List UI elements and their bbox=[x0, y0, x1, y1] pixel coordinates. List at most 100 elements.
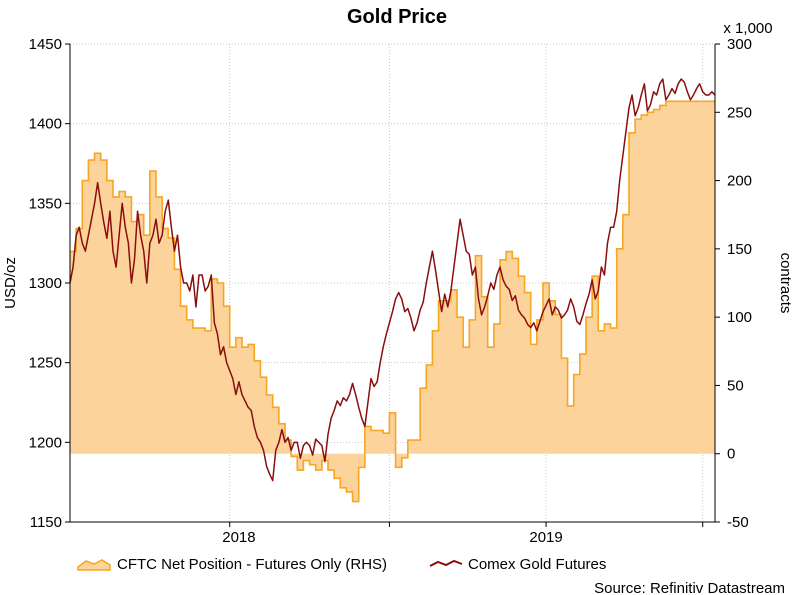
comex-data-point bbox=[481, 314, 482, 316]
comex-data-point bbox=[521, 314, 522, 316]
cftc-data-point bbox=[118, 190, 120, 192]
cftc-data-point bbox=[431, 330, 433, 332]
cftc-data-point bbox=[511, 257, 513, 259]
comex-data-point bbox=[355, 394, 357, 395]
comex-data-point bbox=[256, 437, 258, 438]
comex-data-point bbox=[287, 437, 289, 438]
legend-swatch-line bbox=[429, 559, 463, 567]
comex-data-point bbox=[321, 445, 323, 446]
right-tick-label: 300 bbox=[727, 36, 752, 53]
comex-data-point bbox=[410, 317, 412, 319]
cftc-data-point bbox=[241, 346, 243, 348]
comex-data-point bbox=[693, 94, 694, 96]
cftc-data-point bbox=[573, 374, 575, 376]
comex-data-point bbox=[318, 441, 320, 443]
comex-data-point bbox=[576, 320, 578, 322]
comex-data-point bbox=[567, 309, 568, 311]
comex-data-point bbox=[382, 346, 384, 348]
cftc-area-series bbox=[69, 100, 716, 503]
cftc-data-point bbox=[468, 319, 470, 321]
cftc-data-point bbox=[591, 275, 593, 277]
comex-data-point bbox=[131, 282, 132, 284]
comex-data-point bbox=[564, 314, 565, 316]
comex-data-point bbox=[164, 210, 166, 212]
comex-data-point bbox=[275, 449, 277, 451]
cftc-data-point bbox=[296, 469, 298, 471]
comex-data-point bbox=[530, 327, 532, 329]
comex-data-point bbox=[204, 290, 206, 292]
comex-data-point bbox=[174, 250, 175, 252]
comex-data-point bbox=[389, 322, 390, 324]
comex-data-point bbox=[118, 234, 120, 236]
comex-data-point bbox=[281, 429, 283, 430]
cftc-data-point bbox=[628, 132, 630, 134]
comex-data-point bbox=[622, 155, 624, 156]
comex-line-series bbox=[69, 78, 716, 482]
cftc-data-point bbox=[235, 337, 237, 339]
comex-data-point bbox=[631, 94, 633, 96]
comex-data-point bbox=[514, 295, 516, 297]
comex-data-point bbox=[158, 242, 160, 244]
cftc-data-point bbox=[665, 100, 667, 102]
cftc-data-point bbox=[683, 100, 685, 102]
cftc-data-point bbox=[603, 323, 605, 325]
cftc-data-point bbox=[94, 152, 96, 154]
comex-data-point bbox=[677, 83, 679, 85]
right-axis-multiplier: x 1,000 bbox=[723, 20, 772, 37]
comex-data-point bbox=[619, 179, 621, 180]
cftc-data-point bbox=[493, 323, 495, 325]
comex-data-point bbox=[72, 266, 74, 268]
comex-data-point bbox=[364, 426, 366, 427]
cftc-data-point bbox=[253, 360, 255, 362]
comex-data-point bbox=[379, 362, 381, 364]
comex-data-point bbox=[269, 473, 271, 475]
comex-data-point bbox=[600, 266, 602, 268]
left-tick-label: 1350 bbox=[29, 195, 62, 212]
cftc-data-point bbox=[536, 319, 538, 321]
comex-data-point bbox=[247, 406, 249, 408]
comex-data-point bbox=[339, 405, 341, 407]
comex-data-point bbox=[533, 322, 535, 324]
cftc-data-point bbox=[622, 214, 624, 216]
cftc-data-point bbox=[112, 196, 114, 198]
comex-data-point bbox=[428, 266, 430, 268]
comex-data-point bbox=[493, 288, 495, 290]
right-tick-label: 200 bbox=[727, 173, 752, 190]
comex-data-point bbox=[299, 457, 301, 459]
cftc-data-point bbox=[696, 100, 698, 102]
comex-data-point bbox=[579, 324, 581, 325]
cftc-data-point bbox=[198, 327, 200, 329]
comex-data-point bbox=[88, 234, 89, 236]
cftc-data-point bbox=[352, 501, 354, 503]
comex-data-point bbox=[226, 362, 228, 364]
right-tick-label: 150 bbox=[727, 241, 752, 258]
right-tick-label: 50 bbox=[727, 377, 744, 394]
cftc-data-point bbox=[653, 109, 655, 111]
comex-data-point bbox=[508, 288, 510, 290]
comex-data-point bbox=[551, 314, 553, 316]
cftc-data-point bbox=[487, 346, 489, 348]
comex-data-point bbox=[124, 226, 126, 228]
comex-data-point bbox=[303, 445, 304, 446]
comex-data-point bbox=[585, 303, 587, 305]
comex-data-point bbox=[309, 445, 310, 446]
cftc-data-point bbox=[634, 118, 636, 120]
comex-data-point bbox=[502, 279, 504, 281]
comex-data-point bbox=[647, 110, 648, 112]
cftc-data-point bbox=[560, 357, 562, 359]
left-tick-label: 1200 bbox=[29, 434, 62, 451]
comex-data-point bbox=[416, 322, 418, 324]
comex-data-point bbox=[582, 314, 584, 316]
comex-data-point bbox=[198, 274, 200, 276]
comex-data-point bbox=[524, 317, 525, 319]
comex-data-point bbox=[680, 78, 682, 80]
comex-data-point bbox=[241, 394, 243, 395]
comex-data-point bbox=[699, 83, 701, 85]
comex-data-point bbox=[453, 266, 455, 268]
comex-data-point bbox=[604, 274, 605, 276]
x-axis-ticks: 2018 2019 bbox=[222, 522, 704, 546]
comex-data-point bbox=[312, 454, 314, 456]
comex-data-point bbox=[536, 330, 538, 332]
comex-data-point bbox=[539, 320, 541, 322]
comex-data-point bbox=[640, 94, 642, 96]
